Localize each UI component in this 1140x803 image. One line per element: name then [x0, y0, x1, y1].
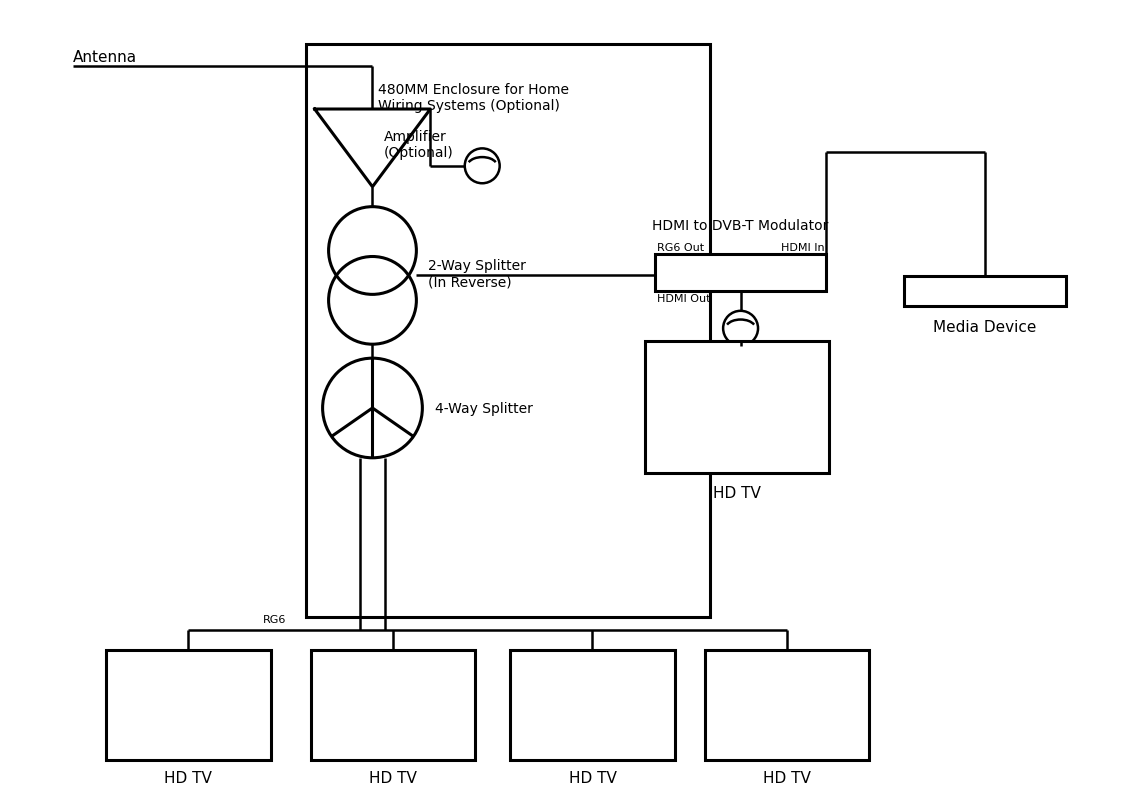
Bar [310, 650, 475, 760]
Text: HD TV: HD TV [763, 770, 811, 785]
Text: HDMI Out: HDMI Out [657, 294, 710, 304]
Text: HD TV: HD TV [369, 770, 417, 785]
Bar [705, 650, 870, 760]
Text: Media Device: Media Device [934, 320, 1036, 335]
Text: 2-Way Splitter
(In Reverse): 2-Way Splitter (In Reverse) [429, 259, 527, 289]
Text: Antenna: Antenna [73, 50, 137, 65]
Text: 4-Way Splitter: 4-Way Splitter [435, 402, 534, 415]
Text: 480MM Enclosure for Home
Wiring Systems (Optional): 480MM Enclosure for Home Wiring Systems … [378, 83, 570, 113]
Text: HDMI In: HDMI In [781, 243, 824, 252]
Text: Amplifier
(Optional): Amplifier (Optional) [383, 129, 454, 160]
Text: HD TV: HD TV [164, 770, 212, 785]
Bar [106, 650, 270, 760]
Bar [645, 342, 830, 473]
Text: RG6: RG6 [262, 614, 286, 625]
Text: RG6 Out: RG6 Out [657, 243, 703, 252]
Bar [306, 45, 710, 618]
Bar [904, 277, 1066, 307]
Bar [510, 650, 675, 760]
Text: HD TV: HD TV [569, 770, 617, 785]
Bar [654, 255, 826, 292]
Text: HD TV: HD TV [714, 485, 762, 500]
Text: HDMI to DVB-T Modulator: HDMI to DVB-T Modulator [652, 218, 829, 232]
